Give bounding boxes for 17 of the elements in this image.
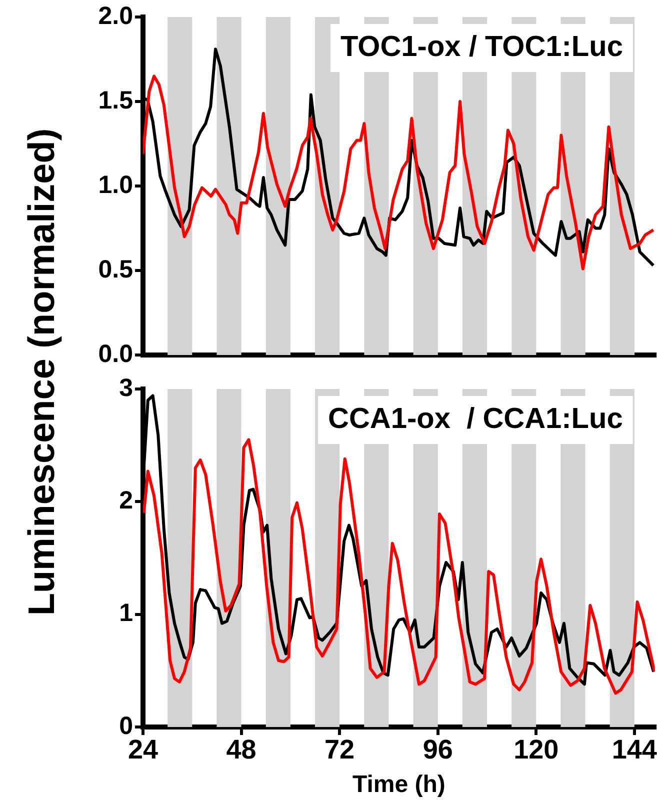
text: CCA1-ox / CCA1:Luc [328,403,623,435]
y-tick-label: 0.5 [98,255,134,284]
x-tick-label: 72 [324,734,355,765]
x-tick-label: 120 [514,734,559,765]
y-tick-label: 1.0 [98,170,133,199]
text: TOC1-ox / TOC1:Luc [340,31,623,63]
y-tick-label: 3 [119,374,133,402]
y-tick-label: 1 [119,599,134,628]
x-axis-title: Time (h) [352,771,446,798]
y-axis-title: Luminescence (normalized) [21,128,63,616]
x-tick-label: 96 [422,734,453,765]
x-tick-label: 144 [612,734,657,765]
y-tick-label: 1.5 [98,86,134,114]
y-tick-label: 2.0 [98,2,133,30]
y-tick-label: 0.0 [98,340,133,368]
x-tick-label: 48 [226,734,256,765]
y-tick-label: 2 [119,486,133,515]
